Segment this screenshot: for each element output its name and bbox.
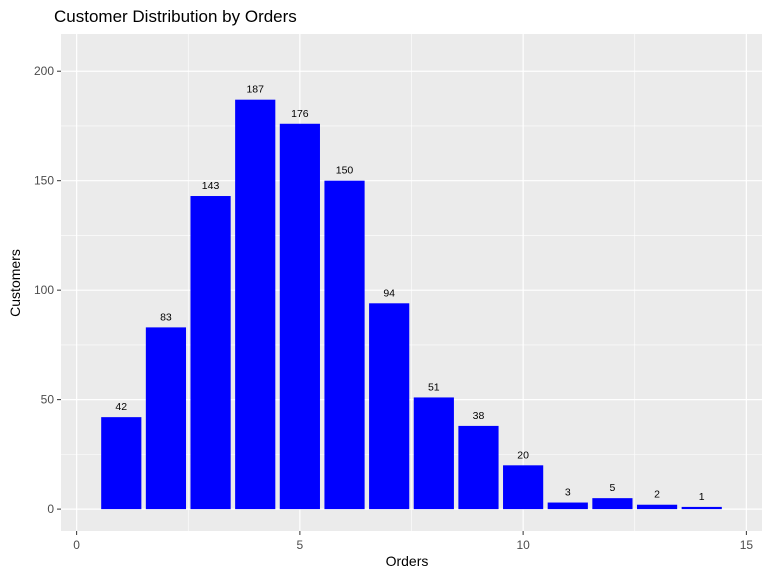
- y-axis: 0 50 100 150 200: [34, 64, 61, 516]
- bar: [190, 196, 231, 510]
- x-tick-label: 0: [73, 538, 80, 552]
- bar-value-label: 176: [291, 108, 309, 120]
- y-tick-label: 200: [34, 64, 54, 78]
- x-axis: 0 5 10 15: [73, 531, 753, 552]
- bar-value-label: 2: [654, 489, 660, 501]
- bars-group: [101, 99, 722, 510]
- bar: [503, 465, 544, 510]
- bar: [145, 327, 187, 510]
- bar: [101, 417, 142, 510]
- bar-value-label: 94: [383, 287, 395, 299]
- bar-value-label: 38: [473, 410, 485, 422]
- bar-value-label: 3: [565, 487, 571, 499]
- bar: [547, 502, 588, 510]
- bar: [235, 99, 276, 510]
- bar-value-label: 143: [202, 180, 220, 192]
- chart-title: Customer Distribution by Orders: [54, 7, 297, 26]
- bar: [279, 123, 320, 510]
- bar-value-label: 5: [610, 482, 616, 494]
- y-tick-label: 50: [41, 393, 55, 407]
- x-axis-title: Orders: [386, 553, 429, 569]
- bar-value-label: 20: [517, 449, 529, 461]
- bar: [369, 303, 410, 510]
- y-tick-label: 100: [34, 283, 54, 297]
- y-tick-label: 0: [47, 502, 54, 516]
- x-tick-label: 5: [297, 538, 304, 552]
- bar-value-label: 42: [115, 401, 127, 413]
- bar-value-label: 51: [428, 381, 440, 393]
- bar: [636, 504, 678, 510]
- bar-data-labels: 42 83 143 187 176 150 94 51 38 20 3 5 2 1: [115, 84, 704, 503]
- bar: [458, 425, 499, 510]
- x-tick-label: 10: [516, 538, 530, 552]
- y-axis-title: Customers: [7, 249, 23, 317]
- bar: [413, 397, 454, 510]
- bar: [681, 506, 722, 510]
- x-tick-label: 15: [740, 538, 754, 552]
- bar-value-label: 83: [160, 311, 172, 323]
- bar-value-label: 1: [699, 491, 705, 503]
- bar-value-label: 187: [246, 84, 264, 96]
- bar: [592, 498, 633, 510]
- y-tick-label: 150: [34, 174, 54, 188]
- bar-value-label: 150: [336, 165, 354, 177]
- bar: [324, 180, 365, 510]
